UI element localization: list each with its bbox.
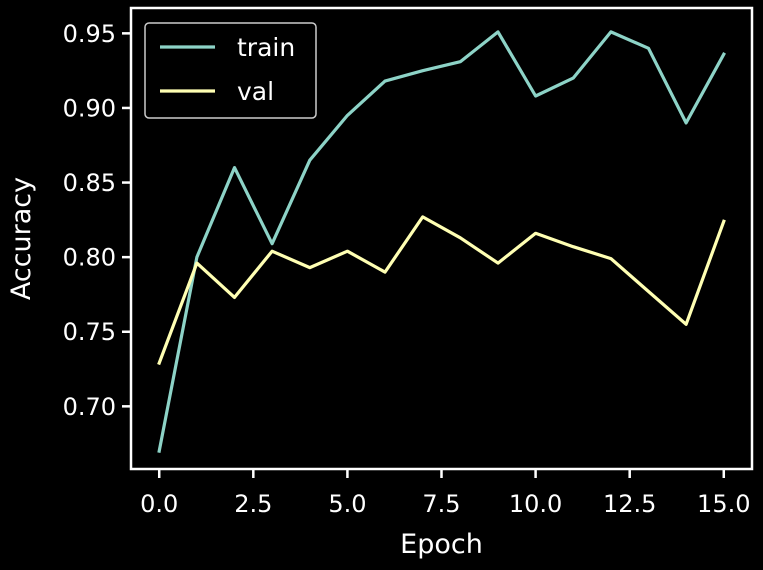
legend-label-val: val — [237, 77, 274, 106]
x-tick-label: 7.5 — [422, 490, 460, 518]
plot-frame — [129, 6, 754, 471]
y-axis-label: Accuracy — [6, 177, 37, 300]
y-tick-label: 0.95 — [63, 20, 116, 48]
series-line-train — [157, 30, 726, 453]
x-tick-label: 5.0 — [328, 490, 366, 518]
x-tick-label: 2.5 — [234, 490, 272, 518]
y-tick-label: 0.75 — [63, 318, 116, 346]
y-tick-label: 0.80 — [63, 244, 116, 272]
series-layer — [157, 30, 726, 453]
y-tick-label: 0.85 — [63, 169, 116, 197]
y-tick-label: 0.70 — [63, 393, 116, 421]
x-tick-label: 10.0 — [509, 490, 562, 518]
y-tick-label: 0.90 — [63, 94, 116, 122]
x-tick-label: 0.0 — [140, 490, 178, 518]
x-tick-label: 12.5 — [603, 490, 656, 518]
series-line-val — [157, 215, 726, 366]
legend-label-train: train — [237, 33, 295, 62]
ticks-layer: 0.0 2.5 5.0 7.5 10.0 12.5 15.0 0.70 0.75 0.80 0.85… — [63, 20, 751, 518]
legend: train val — [144, 22, 317, 119]
x-axis-label: Epoch — [400, 529, 483, 560]
x-tick-label: 15.0 — [697, 490, 750, 518]
